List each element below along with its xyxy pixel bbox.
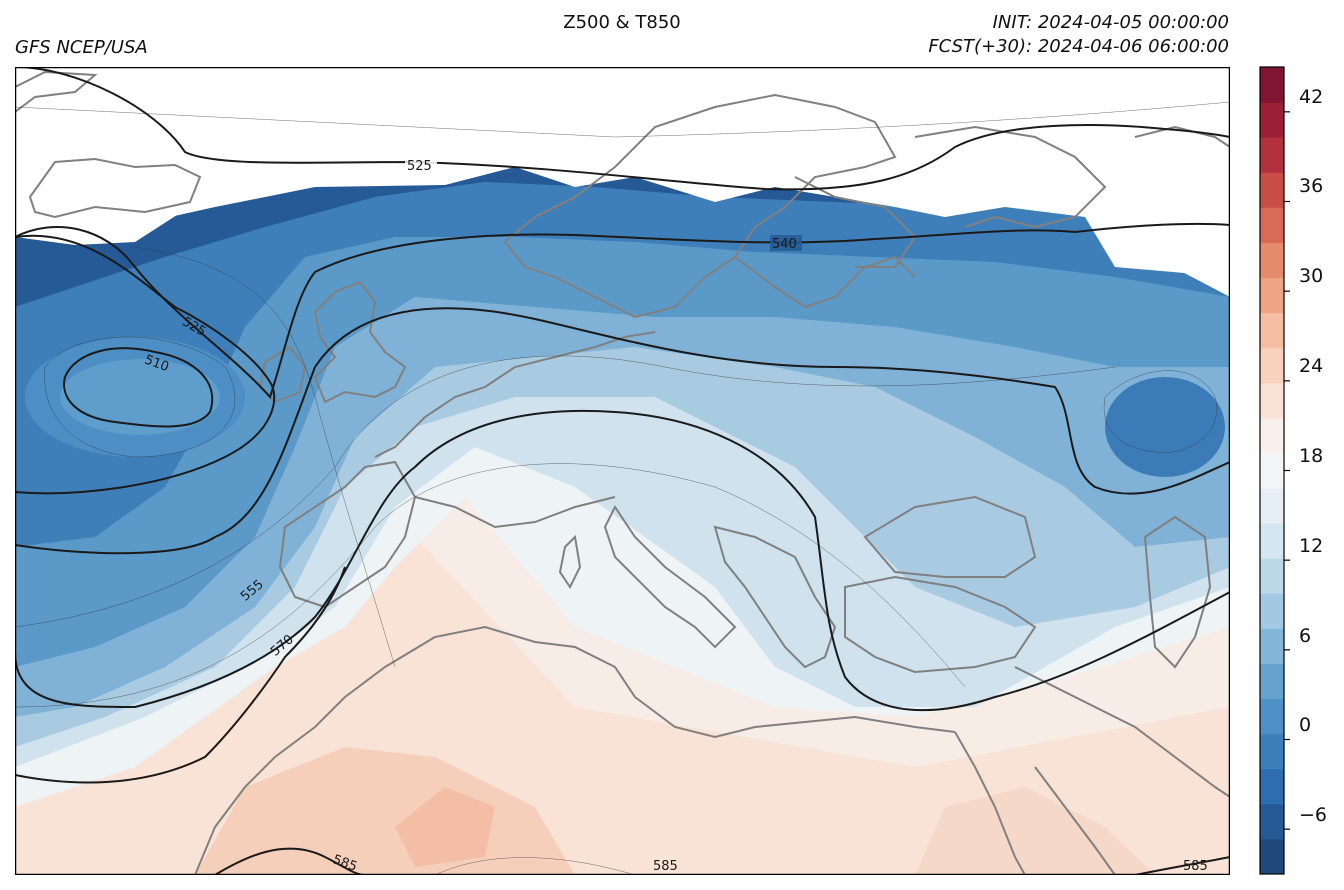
contour-label: 585 <box>1183 859 1208 874</box>
colorbar-segment <box>1260 663 1284 700</box>
colorbar-segment <box>1260 838 1284 875</box>
colorbar-tick-label: 24 <box>1299 355 1324 377</box>
colorbar-segment <box>1260 102 1284 138</box>
colorbar-tick-label: 36 <box>1299 175 1324 197</box>
colorbar-segment <box>1260 67 1284 103</box>
colorbar-segment <box>1260 452 1284 489</box>
contour-585-south <box>214 847 366 875</box>
colorbar-tick-label: 18 <box>1299 445 1324 467</box>
contour-525-north <box>15 67 1230 191</box>
data-source-label: GFS NCEP/USA <box>15 37 148 58</box>
map-frame <box>15 67 1230 875</box>
contour-label: 525 <box>407 159 432 174</box>
z500-minor-contours <box>15 101 1230 875</box>
forecast-time-label: FCST(+30): 2024-04-06 06:00:00 <box>928 36 1229 57</box>
coastlines <box>15 70 1230 875</box>
colorbar-tick-label: 30 <box>1299 265 1324 287</box>
colorbar-segment <box>1260 137 1284 173</box>
cold-pool <box>1105 377 1225 477</box>
contour-510 <box>63 347 214 428</box>
colorbar-segment <box>1260 628 1284 664</box>
colorbar-segment <box>1260 558 1284 594</box>
colorbar-tick-label: 6 <box>1299 625 1312 647</box>
colorbar-segment <box>1260 207 1284 243</box>
colorbar-segment <box>1260 347 1284 384</box>
colorbar-segment <box>1260 312 1284 349</box>
colorbar-segment <box>1260 733 1284 770</box>
colorbar-segment <box>1260 593 1284 629</box>
chart-title: Z500 & T850 <box>563 12 681 33</box>
colorbar-segment <box>1260 768 1284 805</box>
colorbar-segment <box>1260 277 1284 314</box>
colorbar-tick-label: 42 <box>1299 86 1324 108</box>
z500-major-contours <box>15 67 1230 875</box>
colorbar-segment <box>1260 698 1284 735</box>
contour-525-west <box>15 234 276 495</box>
contour-585-west <box>15 566 346 784</box>
colorbar <box>1259 66 1290 875</box>
contour-label: 540 <box>772 237 797 252</box>
colorbar-tick-label: 12 <box>1299 535 1324 557</box>
cyclone-core <box>60 359 220 435</box>
contour-555 <box>15 307 1230 555</box>
contour-585-se <box>1134 856 1230 875</box>
weather-map: 525 540 525 510 555 570 585 585 585 <box>15 67 1230 875</box>
colorbar-segment <box>1260 488 1284 524</box>
temperature-warm-patch <box>915 787 1155 875</box>
colorbar-segment <box>1260 803 1284 840</box>
no-data-area <box>15 67 1230 277</box>
colorbar-segment <box>1260 417 1284 454</box>
temperature-warm-patch <box>395 787 495 867</box>
colorbar-segment <box>1260 172 1284 208</box>
colorbar-tick-label: 0 <box>1299 714 1312 736</box>
colorbar-segment <box>1260 382 1284 419</box>
contour-570 <box>15 409 1230 712</box>
contour-label: 585 <box>653 859 678 874</box>
colorbar-segment <box>1260 523 1284 559</box>
colorbar-tick-label: −6 <box>1299 804 1328 826</box>
init-time-label: INIT: 2024-04-05 00:00:00 <box>992 12 1229 33</box>
colorbar-segment <box>1260 242 1284 279</box>
